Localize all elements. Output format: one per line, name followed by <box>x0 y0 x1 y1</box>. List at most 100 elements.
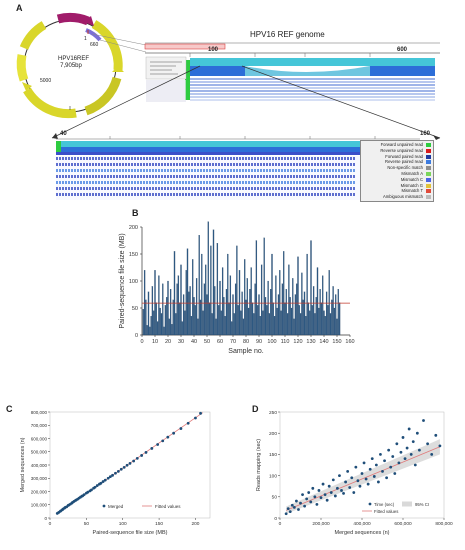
bar <box>333 307 336 336</box>
bar <box>299 313 302 336</box>
y-axis-label: Paired-sequence file size (MB) <box>119 233 126 328</box>
bar <box>325 291 328 336</box>
data-point <box>284 512 288 516</box>
x-tick-label: 130 <box>306 339 315 345</box>
bar <box>309 310 311 336</box>
legend-label: Forward paired read <box>385 153 423 159</box>
bar <box>164 305 167 336</box>
read-rows <box>190 78 435 101</box>
plasmid-name: HPV16REF <box>58 56 90 62</box>
data-point <box>342 492 345 495</box>
bar <box>176 283 178 336</box>
x-tick-label: 200,000 <box>312 521 330 527</box>
reference-annotation-bar <box>144 43 226 50</box>
data-point <box>199 411 202 415</box>
legend-label: Forward unpaired read <box>380 142 423 147</box>
bar <box>276 307 278 336</box>
data-point <box>166 435 170 439</box>
data-point <box>381 469 384 473</box>
bar <box>292 278 294 336</box>
y-tick-label: 100 <box>129 279 138 285</box>
data-point <box>372 475 376 478</box>
data-point <box>426 442 429 446</box>
bar <box>201 253 203 336</box>
bar <box>323 310 325 336</box>
bar <box>208 302 211 336</box>
data-point <box>194 416 197 420</box>
track-start: 100 <box>208 47 219 53</box>
bar <box>219 280 221 336</box>
sequence-row <box>56 193 356 196</box>
bar <box>229 275 232 336</box>
data-point <box>358 484 362 488</box>
bar <box>145 299 147 336</box>
data-point <box>325 498 329 502</box>
bar <box>283 251 285 336</box>
data-point <box>90 488 93 492</box>
bar <box>272 302 274 336</box>
data-point <box>311 486 315 490</box>
data-point <box>379 453 382 456</box>
y-tick-label: 500,000 <box>31 450 48 455</box>
data-point <box>338 474 341 477</box>
legend-swatch <box>426 189 431 194</box>
x-tick-label: 0 <box>49 521 52 527</box>
y-tick-label: 0 <box>135 333 138 339</box>
data-point <box>301 493 304 497</box>
legend-item: Mismatch C <box>363 177 431 183</box>
x-tick-label: 10 <box>152 339 158 345</box>
bar <box>180 264 182 336</box>
bar <box>335 294 337 336</box>
data-point <box>111 473 114 477</box>
legend-marker-merged <box>102 504 106 508</box>
marker-5000: 5000 <box>40 78 52 84</box>
bar <box>289 297 291 336</box>
bar <box>203 283 206 336</box>
data-point <box>305 497 309 501</box>
bar <box>245 299 247 336</box>
data-point <box>186 421 190 425</box>
bar <box>259 316 261 336</box>
bar <box>293 318 295 336</box>
x-tick-label: 90 <box>256 339 262 345</box>
legend-swatch <box>426 148 431 153</box>
bar <box>227 253 229 336</box>
y-tick-label: 150 <box>269 452 277 458</box>
marker-660: 660 <box>90 42 99 48</box>
data-point <box>422 419 425 422</box>
x-axis-label: Sample no. <box>228 348 263 355</box>
bar <box>324 316 326 336</box>
y-tick-label: 700,000 <box>31 423 48 428</box>
bar <box>173 251 176 336</box>
legend-swatch <box>426 172 431 176</box>
bar <box>328 270 330 336</box>
data-point <box>346 469 350 473</box>
data-point <box>297 508 300 511</box>
bar <box>314 313 316 336</box>
bar <box>221 267 224 336</box>
bar <box>331 299 333 336</box>
data-point <box>327 484 331 488</box>
bar <box>246 278 248 336</box>
data-point <box>132 459 136 463</box>
bar <box>206 294 208 336</box>
data-point <box>161 439 165 443</box>
data-point <box>397 461 401 465</box>
bar <box>316 267 319 336</box>
data-point <box>430 453 434 456</box>
zoom-coverage <box>56 141 396 147</box>
bar <box>177 275 180 336</box>
data-point <box>307 491 311 494</box>
x-tick-label: 40 <box>191 339 197 345</box>
legend-item: Forward unpaired read <box>363 142 431 148</box>
bar <box>185 270 187 336</box>
sequence-row <box>56 163 356 166</box>
data-point <box>106 476 110 480</box>
data-point <box>288 510 292 514</box>
bar <box>146 325 148 336</box>
panel-label-b: B <box>132 208 139 218</box>
data-point <box>323 493 327 497</box>
y-tick-label: 250 <box>269 410 277 416</box>
x-tick-label: 600,000 <box>394 521 412 527</box>
x-tick-label: 50 <box>84 521 90 527</box>
